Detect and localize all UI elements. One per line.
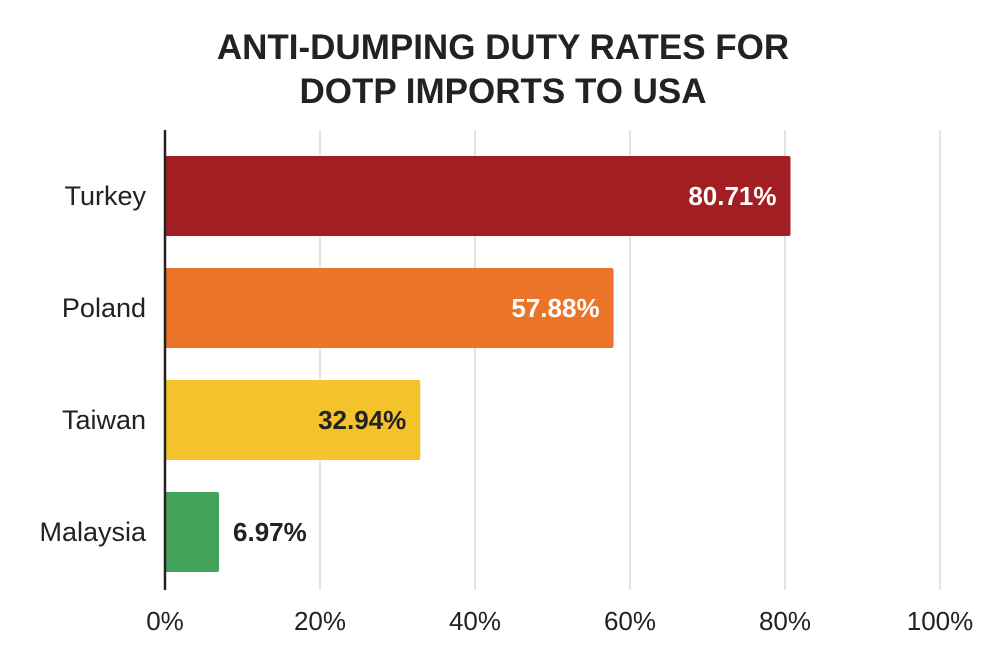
y-category-label: Malaysia: [39, 517, 147, 547]
data-label: 57.88%: [511, 293, 599, 323]
y-category-label: Poland: [62, 293, 146, 323]
bar: [165, 492, 220, 572]
x-tick-label: 40%: [449, 606, 501, 636]
bar: [165, 156, 791, 236]
chart-title-line-2: DOTP IMPORTS TO USA: [299, 72, 706, 111]
data-label: 6.97%: [233, 517, 307, 547]
x-tick-label: 0%: [146, 606, 184, 636]
data-label: 80.71%: [688, 181, 776, 211]
x-tick-label: 20%: [294, 606, 346, 636]
data-label: 32.94%: [318, 405, 406, 435]
x-tick-label: 100%: [907, 606, 974, 636]
bar: [165, 380, 421, 460]
y-category-label: Turkey: [64, 181, 146, 211]
x-tick-label: 80%: [759, 606, 811, 636]
chart-title-line-1: ANTI-DUMPING DUTY RATES FOR: [217, 28, 789, 67]
y-category-label: Taiwan: [62, 405, 146, 435]
bar: [165, 268, 614, 348]
x-tick-label: 60%: [604, 606, 656, 636]
